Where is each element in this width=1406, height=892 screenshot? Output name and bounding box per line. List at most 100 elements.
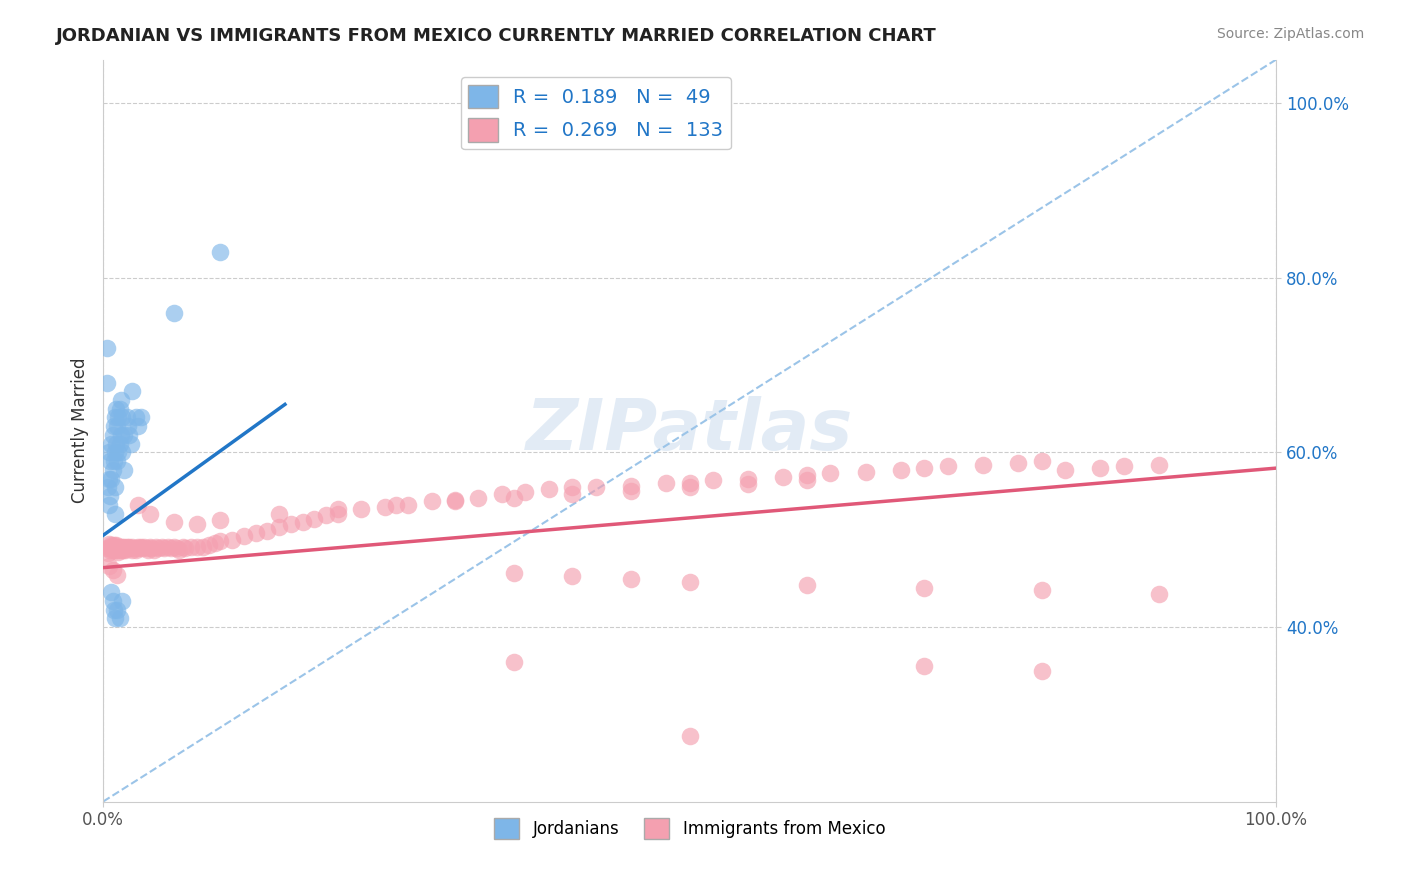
- Point: [103, 538, 125, 552]
- Point: [912, 659, 935, 673]
- Point: [108, 436, 131, 450]
- Point: [125, 543, 148, 558]
- Point: [326, 507, 349, 521]
- Point: [96, 541, 118, 556]
- Point: [1031, 454, 1053, 468]
- Point: [585, 480, 607, 494]
- Point: [396, 498, 419, 512]
- Point: [115, 541, 138, 556]
- Point: [162, 515, 184, 529]
- Point: [678, 729, 700, 743]
- Point: [101, 594, 124, 608]
- Point: [1007, 456, 1029, 470]
- Point: [97, 480, 120, 494]
- Point: [110, 428, 132, 442]
- Point: [160, 541, 183, 556]
- Point: [107, 445, 129, 459]
- Point: [304, 512, 326, 526]
- Point: [105, 538, 128, 552]
- Point: [141, 541, 163, 556]
- Point: [97, 546, 120, 560]
- Point: [678, 475, 700, 490]
- Point: [315, 508, 337, 523]
- Point: [100, 585, 122, 599]
- Point: [96, 376, 118, 390]
- Point: [153, 541, 176, 556]
- Point: [491, 487, 513, 501]
- Point: [221, 533, 243, 547]
- Point: [502, 655, 524, 669]
- Point: [100, 436, 122, 450]
- Point: [98, 558, 121, 573]
- Point: [115, 410, 138, 425]
- Point: [110, 392, 132, 407]
- Point: [104, 445, 127, 459]
- Point: [104, 480, 127, 494]
- Legend: Jordanians, Immigrants from Mexico: Jordanians, Immigrants from Mexico: [488, 812, 891, 846]
- Point: [1031, 583, 1053, 598]
- Point: [104, 543, 127, 558]
- Point: [139, 540, 162, 554]
- Point: [502, 491, 524, 505]
- Point: [111, 410, 134, 425]
- Point: [620, 483, 643, 498]
- Point: [105, 567, 128, 582]
- Point: [209, 244, 232, 259]
- Point: [110, 541, 132, 556]
- Point: [105, 602, 128, 616]
- Point: [467, 491, 489, 505]
- Point: [105, 419, 128, 434]
- Point: [936, 459, 959, 474]
- Point: [737, 472, 759, 486]
- Point: [129, 540, 152, 554]
- Point: [186, 540, 208, 554]
- Point: [855, 465, 877, 479]
- Point: [890, 463, 912, 477]
- Point: [420, 494, 443, 508]
- Point: [204, 536, 226, 550]
- Point: [101, 463, 124, 477]
- Point: [105, 543, 128, 558]
- Point: [280, 516, 302, 531]
- Point: [120, 541, 142, 556]
- Point: [620, 572, 643, 586]
- Point: [267, 520, 290, 534]
- Point: [131, 541, 153, 556]
- Point: [245, 525, 267, 540]
- Point: [103, 541, 125, 556]
- Point: [107, 541, 129, 556]
- Point: [127, 540, 149, 554]
- Point: [678, 480, 700, 494]
- Point: [561, 569, 583, 583]
- Point: [98, 537, 121, 551]
- Point: [169, 543, 191, 558]
- Point: [186, 516, 208, 531]
- Point: [326, 502, 349, 516]
- Point: [267, 507, 290, 521]
- Point: [385, 498, 408, 512]
- Point: [114, 543, 136, 558]
- Point: [104, 611, 127, 625]
- Point: [1147, 458, 1170, 472]
- Point: [678, 574, 700, 589]
- Point: [98, 472, 121, 486]
- Point: [112, 463, 135, 477]
- Point: [105, 541, 128, 556]
- Point: [101, 563, 124, 577]
- Point: [129, 410, 152, 425]
- Point: [655, 475, 678, 490]
- Point: [117, 419, 139, 434]
- Point: [444, 494, 467, 508]
- Point: [103, 419, 125, 434]
- Point: [112, 541, 135, 556]
- Text: JORDANIAN VS IMMIGRANTS FROM MEXICO CURRENTLY MARRIED CORRELATION CHART: JORDANIAN VS IMMIGRANTS FROM MEXICO CURR…: [56, 27, 936, 45]
- Point: [98, 489, 121, 503]
- Point: [796, 474, 818, 488]
- Point: [101, 428, 124, 442]
- Point: [702, 474, 724, 488]
- Point: [104, 540, 127, 554]
- Point: [111, 540, 134, 554]
- Y-axis label: Currently Married: Currently Married: [72, 358, 89, 503]
- Point: [108, 611, 131, 625]
- Point: [148, 541, 170, 556]
